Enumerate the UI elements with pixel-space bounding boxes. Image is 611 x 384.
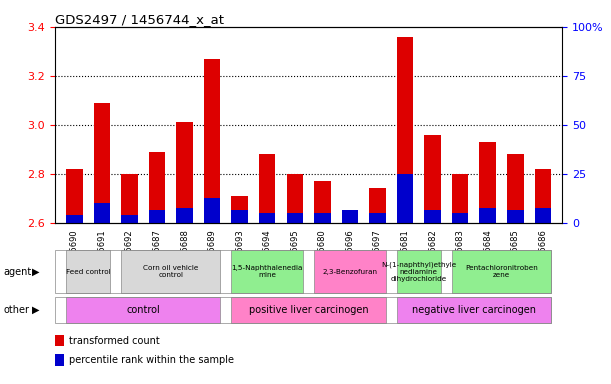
Bar: [287, 213, 303, 223]
Text: transformed count: transformed count: [69, 336, 160, 346]
Bar: [232, 250, 303, 293]
Bar: [259, 213, 276, 223]
Bar: [176, 122, 193, 223]
Bar: [314, 181, 331, 223]
Bar: [452, 213, 469, 223]
Bar: [369, 213, 386, 223]
Text: positive liver carcinogen: positive liver carcinogen: [249, 305, 368, 315]
Bar: [232, 297, 386, 323]
Bar: [342, 213, 358, 223]
Bar: [397, 297, 551, 323]
Bar: [314, 250, 386, 293]
Bar: [66, 250, 110, 293]
Bar: [342, 210, 358, 223]
Bar: [121, 250, 221, 293]
Text: agent: agent: [3, 266, 31, 277]
Bar: [93, 103, 110, 223]
Bar: [121, 215, 137, 223]
Text: ▶: ▶: [32, 305, 39, 315]
Bar: [93, 203, 110, 223]
Text: 2,3-Benzofuran: 2,3-Benzofuran: [323, 269, 378, 275]
Bar: [55, 335, 64, 346]
Text: percentile rank within the sample: percentile rank within the sample: [69, 355, 234, 365]
Bar: [55, 354, 64, 366]
Bar: [535, 208, 551, 223]
Bar: [66, 215, 82, 223]
Bar: [232, 196, 248, 223]
Text: N-(1-naphthyl)ethyle
nediamine
dihydrochloride: N-(1-naphthyl)ethyle nediamine dihydroch…: [381, 262, 456, 282]
Bar: [424, 210, 441, 223]
Bar: [535, 169, 551, 223]
Bar: [287, 174, 303, 223]
Bar: [369, 189, 386, 223]
Bar: [397, 174, 413, 223]
Text: other: other: [3, 305, 29, 315]
Bar: [176, 208, 193, 223]
Bar: [397, 250, 441, 293]
Bar: [148, 210, 165, 223]
Bar: [259, 154, 276, 223]
Bar: [148, 152, 165, 223]
Bar: [204, 198, 221, 223]
Text: Corn oil vehicle
control: Corn oil vehicle control: [143, 265, 199, 278]
Bar: [452, 250, 551, 293]
Bar: [66, 297, 221, 323]
Bar: [480, 142, 496, 223]
Bar: [314, 213, 331, 223]
Bar: [66, 169, 82, 223]
Text: 1,5-Naphthalenedia
mine: 1,5-Naphthalenedia mine: [232, 265, 303, 278]
Bar: [507, 210, 524, 223]
Bar: [424, 135, 441, 223]
Bar: [232, 210, 248, 223]
Bar: [452, 174, 469, 223]
Bar: [121, 174, 137, 223]
Text: control: control: [126, 305, 160, 315]
Bar: [204, 59, 221, 223]
Bar: [397, 37, 413, 223]
Bar: [507, 154, 524, 223]
Text: negative liver carcinogen: negative liver carcinogen: [412, 305, 536, 315]
Bar: [480, 208, 496, 223]
Text: ▶: ▶: [32, 266, 39, 277]
Text: GDS2497 / 1456744_x_at: GDS2497 / 1456744_x_at: [55, 13, 224, 26]
Text: Pentachloronitroben
zene: Pentachloronitroben zene: [465, 265, 538, 278]
Text: Feed control: Feed control: [66, 269, 111, 275]
